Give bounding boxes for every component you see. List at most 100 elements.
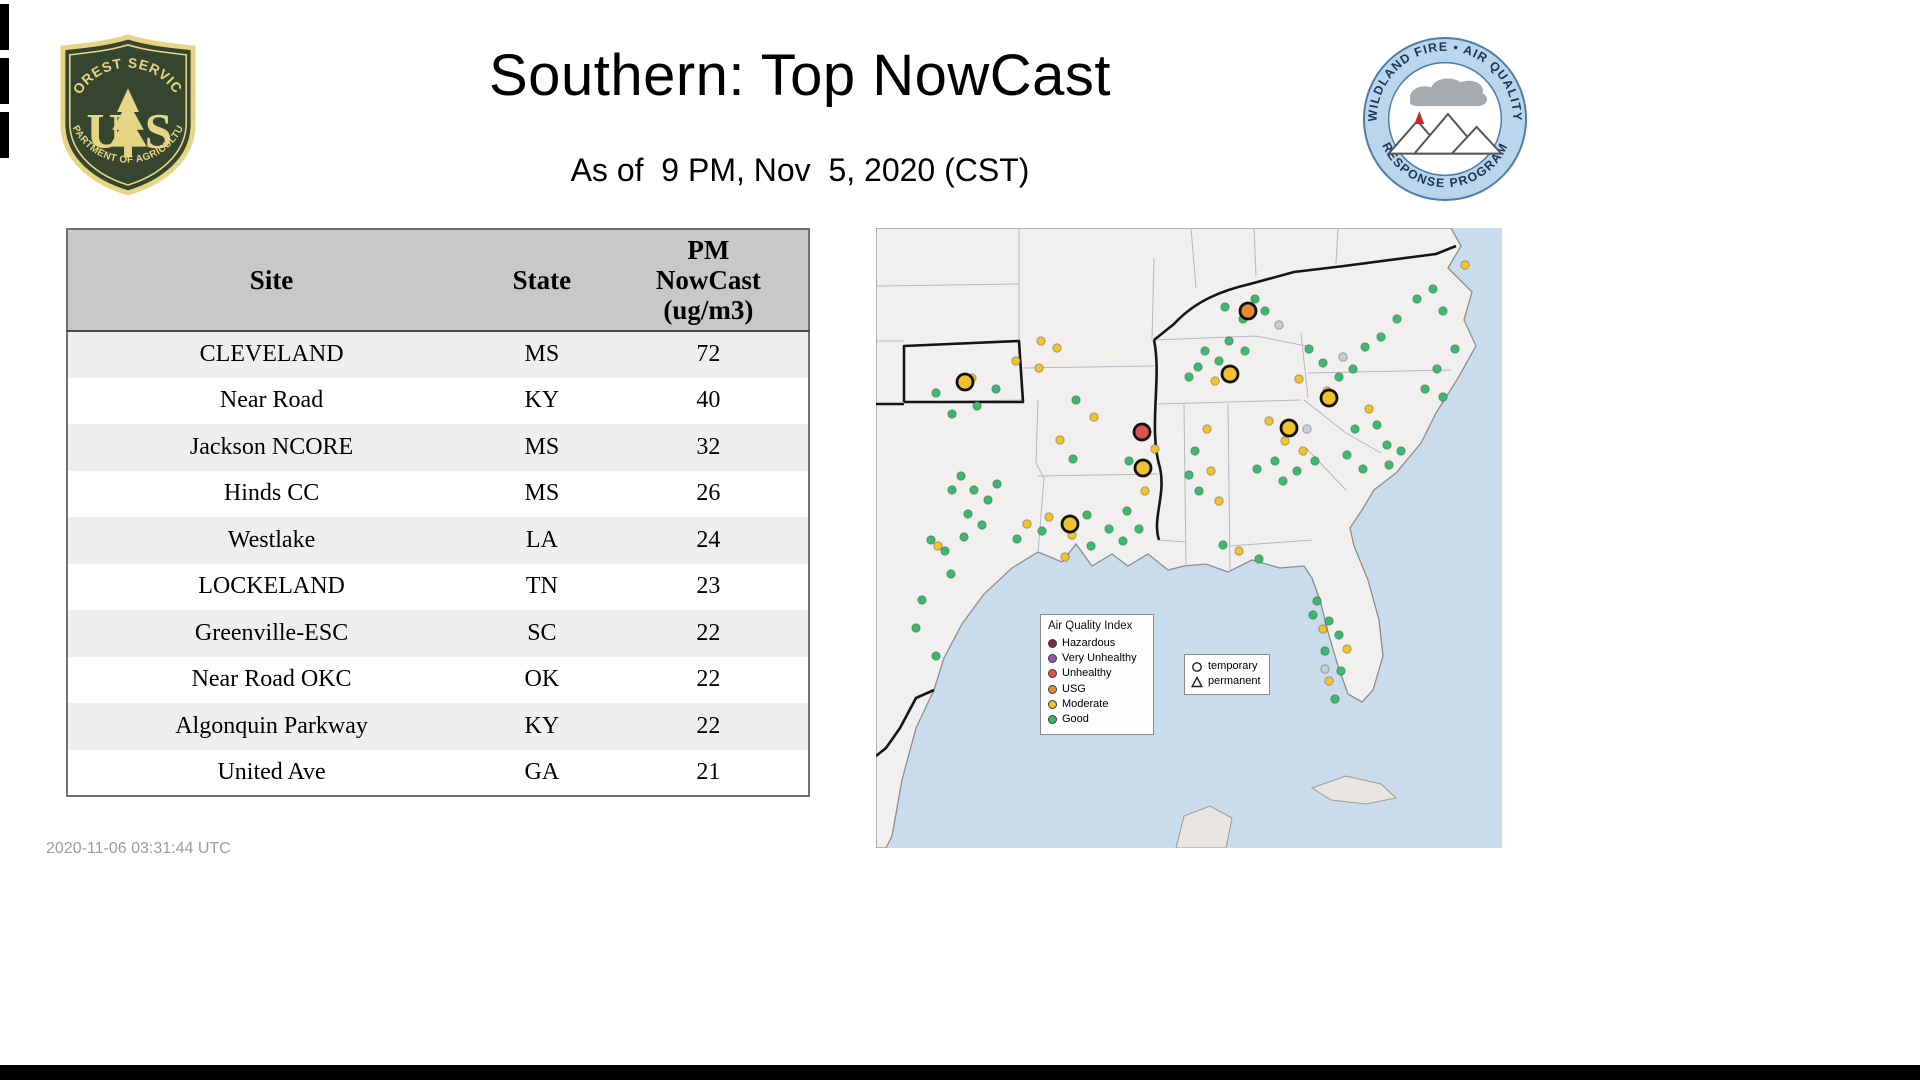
monitor-dot [931, 388, 941, 398]
nowcast-cell: 22 [696, 712, 721, 739]
bottom-screen-bar [0, 1065, 1920, 1080]
monitor-dot [1338, 352, 1348, 362]
legend-item: Unhealthy [1048, 666, 1146, 681]
monitor-dot [1330, 694, 1340, 704]
monitor-dot [1086, 541, 1096, 551]
aqi-map-section: Air Quality Index Hazardous Very Unhealth… [876, 228, 1502, 848]
permanent-marker-icon [1191, 676, 1203, 688]
monitor-dot [1122, 506, 1132, 516]
monitor-dots-layer [911, 260, 1470, 704]
monitor-dot [1420, 384, 1430, 394]
table-row: Near Road OKC OK 22 [67, 656, 809, 703]
monitor-dot [972, 401, 982, 411]
smoke-plume-icon [1409, 78, 1488, 107]
monitor-dot [1052, 343, 1062, 353]
legend-label: Good [1062, 712, 1089, 725]
monitor-dot [1260, 306, 1270, 316]
legend-item: Moderate [1048, 697, 1146, 712]
state-cell: MS [524, 341, 560, 368]
monitor-dot [1320, 664, 1330, 674]
monitor-dot [1220, 302, 1230, 312]
monitor-dot [1412, 294, 1422, 304]
nowcast-column-header: PM NowCast (ug/m3) [608, 229, 809, 332]
monitor-dot [1240, 346, 1250, 356]
site-column-header: Site [67, 229, 476, 332]
top-site-marker [1132, 422, 1152, 442]
legend-label: temporary [1208, 660, 1258, 672]
monitor-dot [947, 485, 957, 495]
landmass [876, 228, 1477, 848]
monitor-dot [1068, 454, 1078, 464]
monitor-dot [1460, 260, 1470, 270]
monitor-dot [1292, 466, 1302, 476]
top-site-marker [1060, 514, 1080, 534]
island-cuba [1310, 775, 1398, 805]
monitor-dot [1150, 444, 1160, 454]
nowcast-cell: 21 [696, 758, 721, 785]
monitor-dot [1342, 644, 1352, 654]
aq-legend-items: Hazardous Very Unhealthy Unhealthy USG Moder… [1048, 636, 1146, 727]
state-borders [876, 228, 1452, 573]
monitor-dot [1372, 420, 1382, 430]
legend-item: Hazardous [1048, 636, 1146, 651]
monitor-dot [1200, 346, 1210, 356]
legend-color-swatch [1048, 699, 1057, 709]
nowcast-cell: 72 [696, 341, 721, 368]
monitor-dot [1134, 524, 1144, 534]
monitor-dot [1364, 404, 1374, 414]
state-cell: OK [524, 666, 560, 693]
top-site-marker [1279, 418, 1299, 438]
monitor-dot [1193, 362, 1203, 372]
table-row: Jackson NCORE MS 32 [67, 424, 809, 471]
top-site-marker [1220, 364, 1240, 384]
state-cell: MS [524, 433, 560, 460]
legend-label: Unhealthy [1062, 667, 1112, 680]
monitor-dot [1044, 512, 1054, 522]
table-row: Algonquin Parkway KY 22 [67, 703, 809, 750]
aqi-legend-title: Air Quality Index [1048, 620, 1133, 632]
monitor-dot [1036, 336, 1046, 346]
monitor-dot [1294, 374, 1304, 384]
site-cell: CLEVELAND [199, 341, 344, 368]
screen-edge-mark [0, 112, 9, 158]
monitor-dot [1360, 342, 1370, 352]
aqrp-logo: WILDLAND FIRE • AIR QUALITY RESPONSE PRO… [1362, 36, 1528, 202]
monitor-dot [1438, 306, 1448, 316]
site-cell: Greenville-ESC [194, 619, 349, 646]
site-cell: Near Road OKC [191, 666, 352, 693]
table-row: LOCKELAND TN 23 [67, 563, 809, 610]
monitor-dot [1140, 486, 1150, 496]
legend-label: Moderate [1062, 697, 1109, 710]
legend-color-swatch [1048, 684, 1057, 694]
monitor-dot [1037, 526, 1047, 536]
fs-letter-s: S [145, 104, 172, 159]
monitor-dot [1308, 610, 1318, 620]
table-row: CLEVELAND MS 72 [67, 331, 809, 378]
state-cell: MS [524, 480, 560, 507]
state-cell: TN [525, 573, 558, 600]
monitor-dot [1312, 596, 1322, 606]
mountain-icon [1449, 125, 1504, 155]
monitor-dot [1396, 446, 1406, 456]
nowcast-cell: 24 [696, 526, 721, 553]
monitor-dot [1124, 456, 1134, 466]
monitor-dot [956, 471, 966, 481]
monitor-dot [1334, 630, 1344, 640]
site-cell: Algonquin Parkway [175, 712, 368, 739]
fire-icon [1414, 111, 1425, 124]
region-boundary [876, 244, 1457, 758]
monitor-dot [1252, 464, 1262, 474]
legend-color-swatch [1048, 714, 1057, 724]
monitor-dot [969, 485, 979, 495]
monitor-dot [1082, 510, 1092, 520]
monitor-dot [1302, 424, 1312, 434]
monitor-dot [1334, 372, 1344, 382]
monitor-dot [1060, 552, 1070, 562]
monitor-dot [1264, 416, 1274, 426]
top-site-marker [1133, 458, 1153, 478]
page-subtitle: As of 9 PM, Nov 5, 2020 (CST) [570, 152, 1030, 188]
state-cell: LA [525, 526, 558, 553]
table-row: Greenville-ESC SC 22 [67, 610, 809, 657]
monitor-dot [983, 495, 993, 505]
monitor-dot [1324, 676, 1334, 686]
